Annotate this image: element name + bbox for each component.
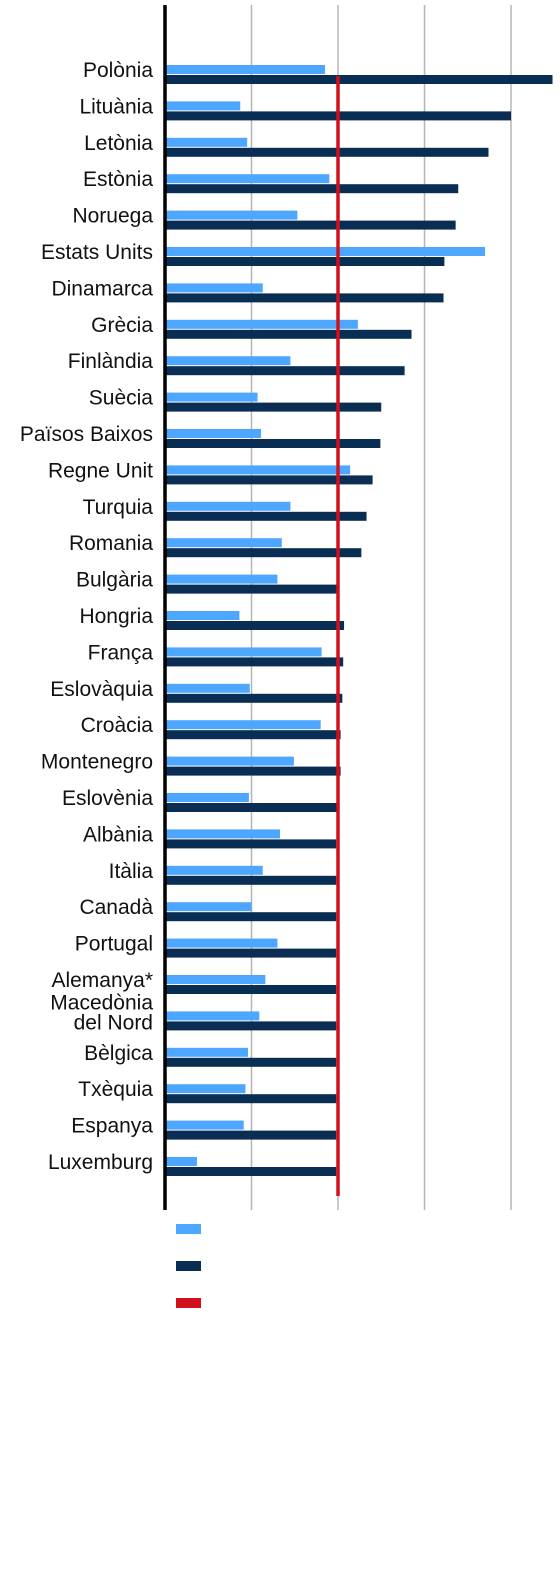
bar-s1-11: [165, 465, 351, 475]
bar-s1-3: [165, 174, 330, 184]
category-label-30: Luxemburg: [48, 1151, 153, 1174]
category-label-17: Eslovàquia: [50, 678, 153, 701]
bar-s1-1: [165, 101, 241, 111]
category-label-7: Grècia: [91, 314, 153, 337]
bar-s2-6: [165, 293, 444, 303]
bar-s1-8: [165, 356, 291, 366]
bar-s1-7: [165, 319, 358, 329]
category-label-15: Hongria: [79, 605, 153, 628]
category-label-29: Espanya: [71, 1115, 153, 1138]
bar-s1-15: [165, 611, 240, 620]
bar-s2-29: [165, 1130, 337, 1140]
bar-s2-7: [165, 329, 412, 339]
bar-s1-27: [165, 1047, 249, 1057]
bar-s2-3: [165, 184, 459, 194]
category-label-4: Noruega: [72, 205, 153, 228]
bar-s1-16: [165, 647, 322, 657]
bar-s1-12: [165, 501, 291, 511]
bar-s1-26: [165, 1011, 260, 1021]
bar-s2-30: [165, 1167, 337, 1176]
bar-s1-14: [165, 574, 278, 584]
bar-s2-20: [165, 803, 338, 812]
bar-s2-27: [165, 1057, 337, 1067]
bar-s2-25: [165, 985, 337, 994]
category-label-23: Canadà: [79, 896, 153, 919]
bar-s2-12: [165, 511, 367, 521]
bar-s2-0: [165, 75, 553, 84]
bars: [165, 65, 553, 1176]
bar-s2-17: [165, 693, 343, 703]
bar-s2-22: [165, 875, 337, 885]
bar-s2-9: [165, 402, 382, 412]
category-label-2: Letònia: [84, 132, 153, 155]
category-label-14: Bulgària: [76, 569, 153, 592]
category-label-11: Regne Unit: [48, 459, 153, 482]
bar-s1-28: [165, 1084, 246, 1094]
category-label-16: França: [88, 641, 154, 664]
bar-s1-17: [165, 683, 250, 693]
bar-s1-24: [165, 938, 278, 948]
category-label-12: Turquia: [83, 496, 154, 519]
bar-s2-2: [165, 147, 489, 157]
bar-s2-19: [165, 766, 341, 776]
bar-s1-6: [165, 283, 263, 293]
bar-s1-2: [165, 137, 248, 147]
bar-s2-11: [165, 475, 373, 485]
bar-s1-30: [165, 1157, 198, 1166]
category-label-9: Suècia: [89, 387, 154, 410]
bar-s2-14: [165, 584, 338, 594]
category-label-21: Albània: [83, 823, 153, 846]
bar-s1-21: [165, 829, 281, 839]
bar-s1-25: [165, 975, 266, 984]
bar-s2-18: [165, 730, 341, 740]
bar-s2-10: [165, 439, 381, 448]
bar-s1-13: [165, 538, 282, 548]
category-label-3: Estònia: [83, 168, 153, 191]
bar-s1-4: [165, 210, 298, 220]
category-label-22: Itàlia: [109, 860, 154, 883]
bar-s2-5: [165, 257, 445, 266]
category-label-24: Portugal: [75, 933, 153, 956]
bar-s2-16: [165, 657, 344, 667]
category-label-5: Estats Units: [41, 241, 153, 264]
bar-s2-28: [165, 1094, 337, 1104]
category-label-8: Finlàndia: [68, 350, 154, 373]
bar-s1-5: [165, 247, 486, 256]
category-label-6: Dinamarca: [51, 277, 153, 300]
bar-s1-22: [165, 865, 263, 875]
legend-swatch-1: [176, 1261, 201, 1271]
bar-s1-19: [165, 756, 294, 766]
legend-swatch-2: [176, 1298, 201, 1308]
category-labels: Polònia Lituània Letònia Estònia Noruega Esta…: [20, 59, 153, 1174]
bar-s2-13: [165, 548, 362, 558]
legend: [176, 1224, 201, 1308]
bar-s1-20: [165, 793, 249, 802]
legend-swatch-0: [176, 1224, 201, 1234]
category-label-25: Alemanya*: [51, 969, 153, 992]
category-label-18: Croàcia: [81, 714, 154, 737]
bar-s1-23: [165, 902, 252, 912]
category-label-19: Montenegro: [41, 751, 153, 774]
bar-s2-24: [165, 948, 337, 958]
bar-s2-21: [165, 839, 337, 849]
bar-s2-4: [165, 220, 456, 230]
category-label-0: Polònia: [83, 59, 153, 82]
category-label-27: Bèlgica: [84, 1042, 153, 1065]
category-label-20: Eslovènia: [62, 787, 153, 810]
category-label-13: Romania: [69, 532, 153, 555]
bar-s1-29: [165, 1120, 244, 1130]
category-label-28: Txèquia: [78, 1078, 153, 1101]
category-label-1: Lituània: [79, 95, 153, 118]
bar-s1-9: [165, 392, 258, 402]
bar-s1-0: [165, 65, 326, 74]
bar-s2-26: [165, 1021, 337, 1031]
bar-s2-8: [165, 366, 405, 376]
bar-s2-23: [165, 912, 337, 922]
category-label-26: Macedònia del Nord: [50, 991, 153, 1034]
bar-s1-18: [165, 720, 321, 730]
category-label-10: Països Baixos: [20, 423, 153, 446]
bar-s1-10: [165, 429, 262, 438]
bar-s2-15: [165, 621, 345, 630]
